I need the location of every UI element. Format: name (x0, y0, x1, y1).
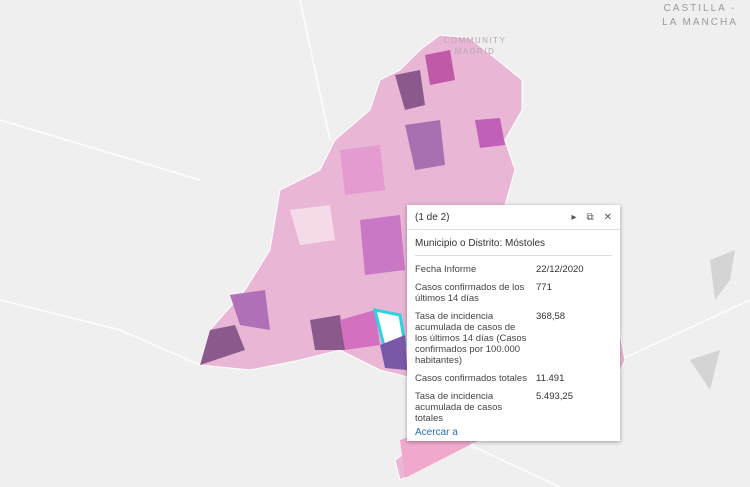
attribute-table: Fecha Informe 22/12/2020 Casos confirmados… (415, 262, 612, 429)
popup: (1 de 2) ▸ ⧉ ✕ Municipio o Distrito: Mós… (407, 205, 620, 441)
popup-counter: (1 de 2) (415, 211, 450, 223)
water (690, 250, 735, 390)
district (200, 325, 245, 365)
field-value: 771 (536, 282, 552, 293)
field-name: Casos confirmados totales (415, 373, 527, 384)
field-value: 5.493,25 (536, 391, 573, 402)
district (405, 120, 445, 170)
field-name: Tasa de incidencia acumulada de casos de… (415, 311, 527, 366)
map-label: COMMUNITY (444, 36, 507, 45)
district (395, 70, 425, 110)
field-name: Fecha Informe (415, 264, 477, 275)
field-value: 11.491 (536, 373, 565, 384)
attribute-row: Casos confirmados totales 11.491 (415, 371, 612, 389)
map-label: MADRID (455, 47, 496, 56)
zoom-to-link[interactable]: Acercar a (415, 427, 458, 438)
district (360, 215, 405, 275)
district (340, 310, 380, 350)
close-button[interactable]: ✕ (603, 211, 612, 223)
district (425, 50, 455, 85)
attribute-row: Fecha Informe 22/12/2020 (415, 262, 612, 280)
map-label: CASTILLA - (664, 3, 737, 14)
district (230, 290, 270, 330)
district (310, 315, 345, 350)
field-name: Casos confirmados de los últimos 14 días (415, 282, 525, 304)
attribute-row: Tasa de incidencia acumulada de casos de… (415, 309, 612, 371)
district (475, 118, 505, 148)
dock-button[interactable]: ⧉ (586, 211, 594, 223)
district (380, 335, 407, 370)
next-button[interactable]: ▸ (571, 211, 577, 223)
attribute-row: Tasa de incidencia acumulada de casos to… (415, 389, 612, 429)
attribute-row: Casos confirmados de los últimos 14 días… (415, 280, 612, 309)
popup-header: (1 de 2) ▸ ⧉ ✕ (407, 205, 620, 230)
field-value: 368,58 (536, 311, 566, 322)
field-name: Tasa de incidencia acumulada de casos to… (415, 391, 503, 424)
field-value: 22/12/2020 (536, 264, 584, 275)
popup-title: Municipio o Distrito: Móstoles (415, 230, 612, 256)
district (290, 205, 335, 245)
map-label: LA MANCHA (662, 17, 738, 28)
district (340, 145, 385, 195)
